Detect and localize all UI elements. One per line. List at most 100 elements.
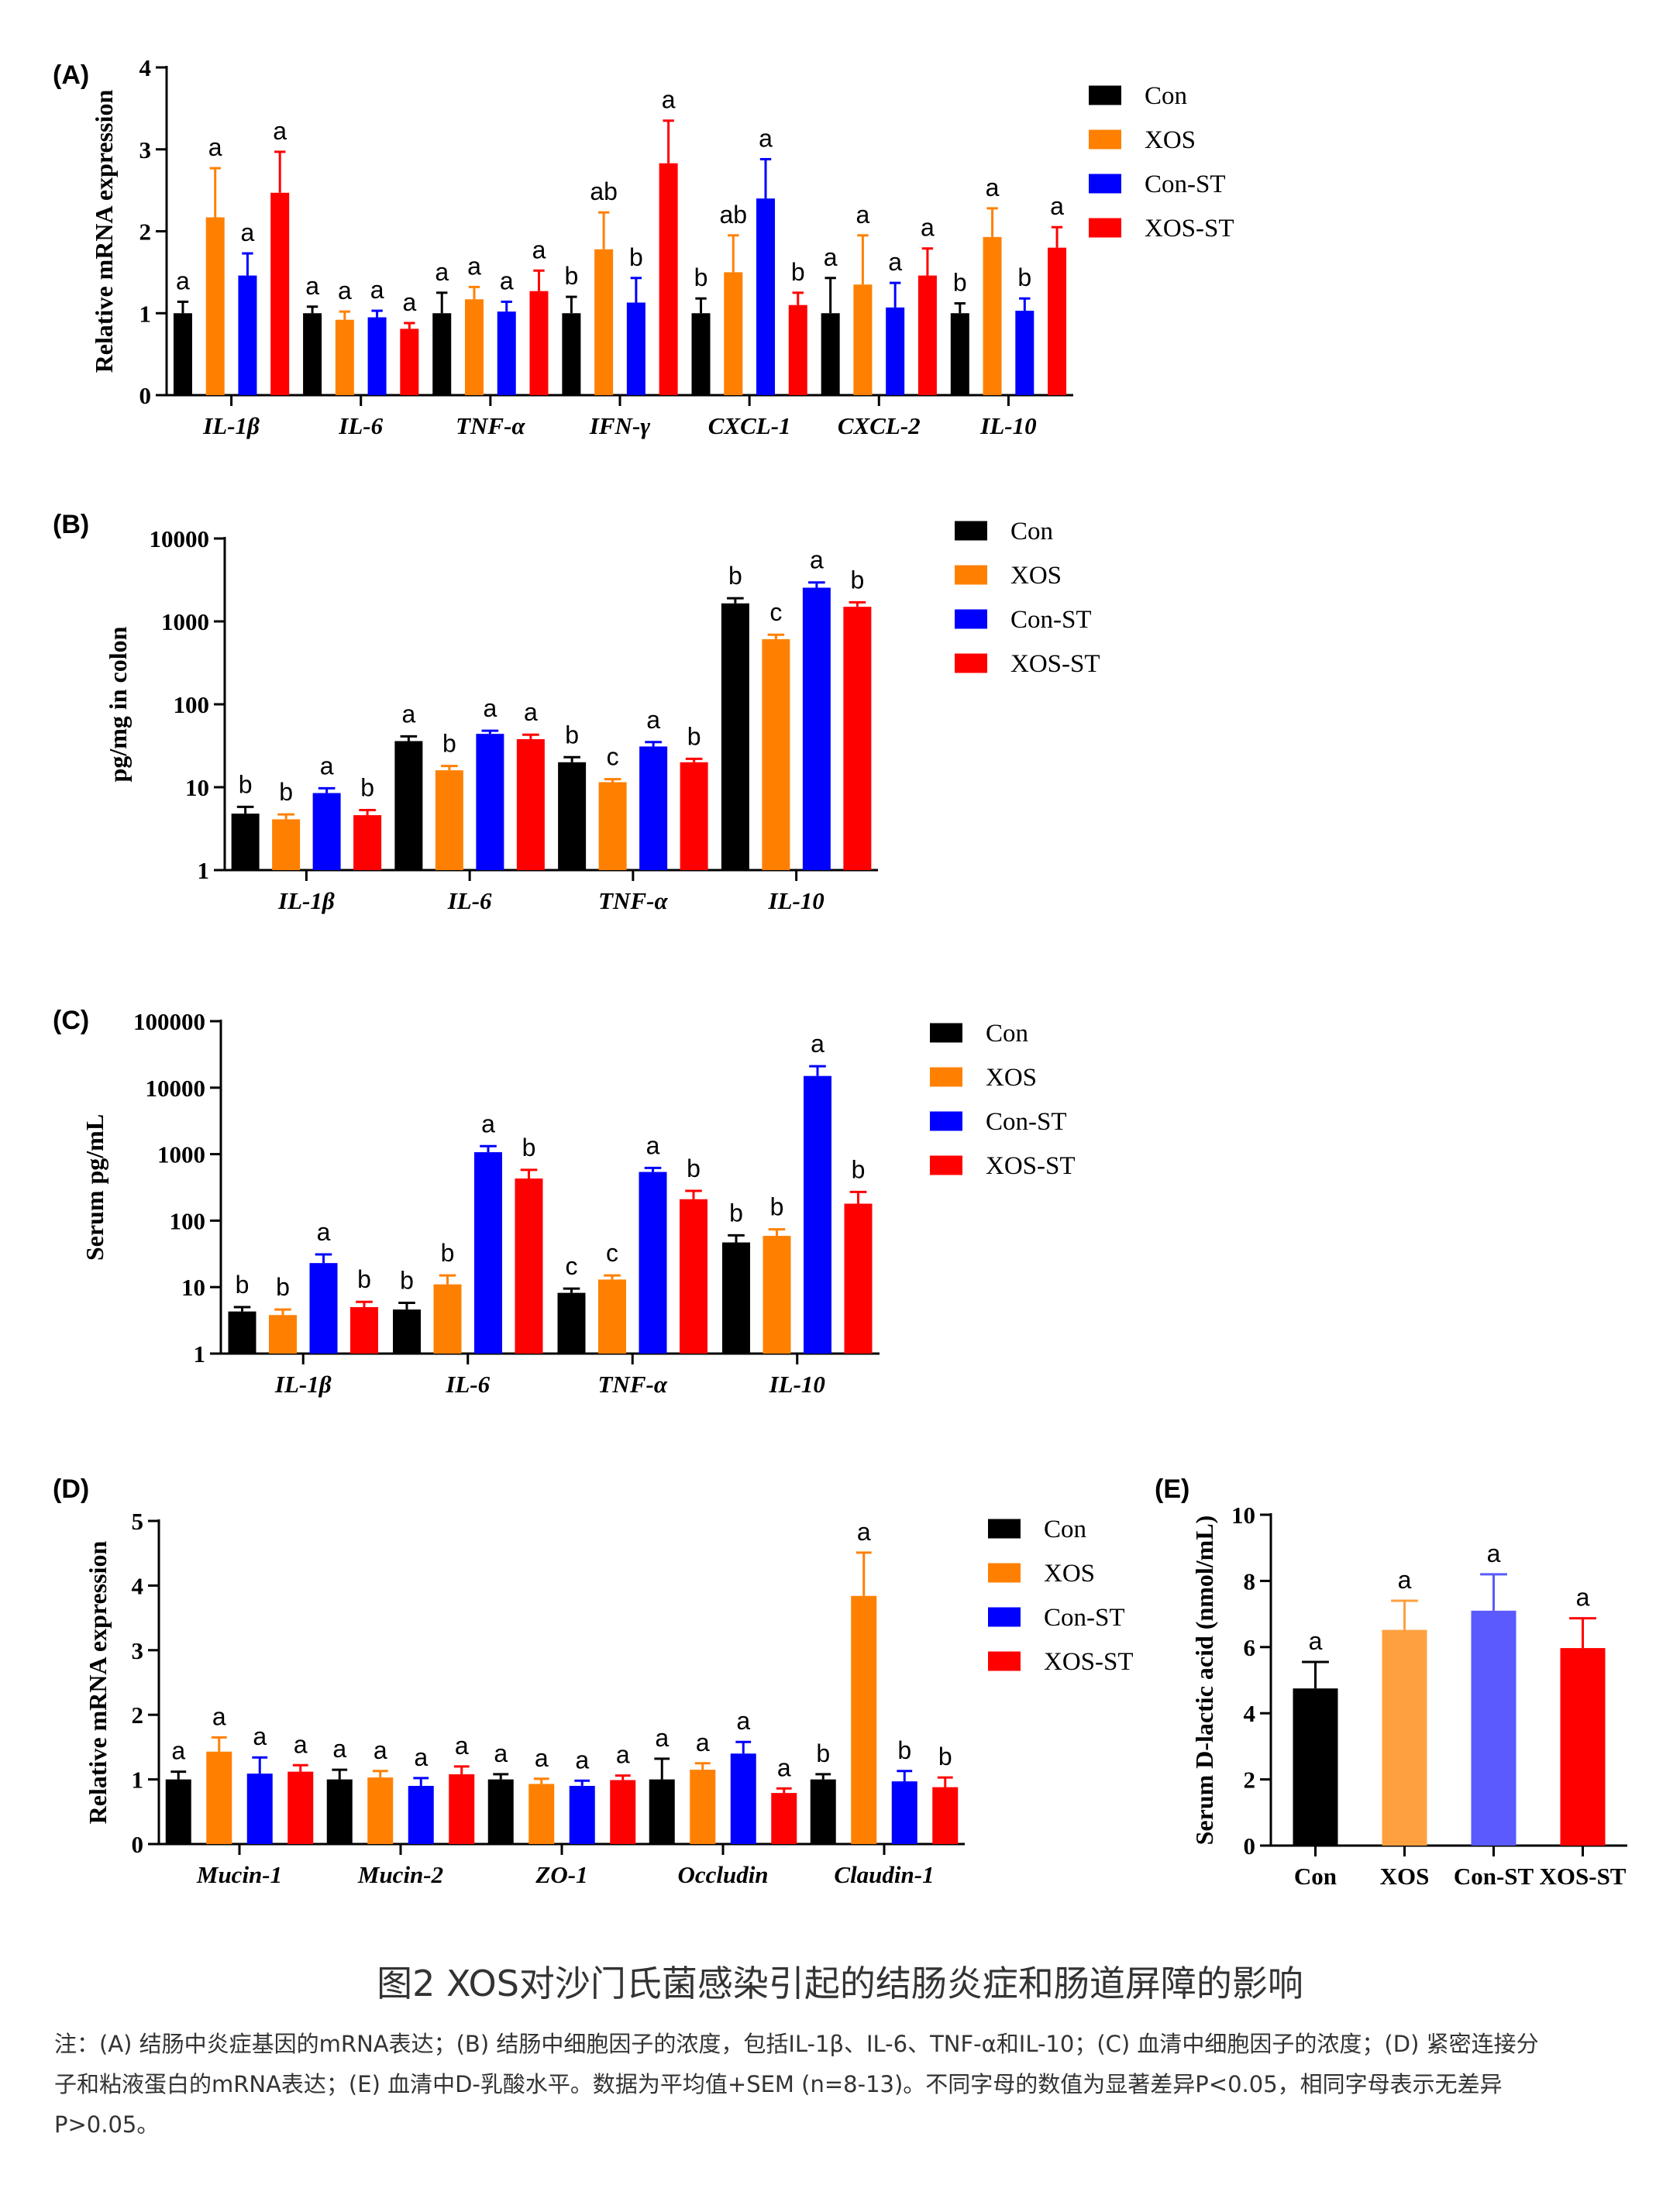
bar-a-con-st-letter: a [888,248,902,276]
bar-b-xos-letter: b [279,778,293,806]
y-tick-label-e: 2 [1244,1767,1256,1794]
bar-d-con-st [569,1785,595,1844]
bar-c-con [393,1309,421,1354]
bar-d-xos [367,1777,394,1844]
bar-d-con [649,1779,675,1844]
bar-c-xos [763,1236,791,1354]
bar-a-xos-letter: ab [719,201,747,229]
bar-c-con [557,1292,586,1354]
bar-d-con [487,1779,514,1844]
bar-a-xos-st-letter: b [791,258,805,286]
bar-a-xos-st-letter: a [1050,192,1064,220]
bar-a-con-letter: b [953,269,967,297]
x-tick-label-e: Con-ST [1454,1863,1534,1890]
bar-a-con-letter: a [824,243,838,271]
x-tick-label-e: XOS-ST [1540,1863,1627,1890]
y-axis-title-e: Serum D-lactic acid (nmol/mL) [1190,1516,1218,1846]
bar-b-con-st [639,746,668,870]
bar-e-con-st-letter: a [1487,1540,1501,1567]
bar-b-con-st-letter: a [810,546,824,574]
bar-a-con-st-letter: a [500,267,514,294]
bar-d-xos-st-letter: a [294,1730,308,1758]
legend-label-d: Con-ST [1044,1604,1125,1632]
legend-swatch-c [930,1155,962,1175]
bar-d-xos [206,1751,232,1844]
bar-a-con-st-letter: b [629,243,643,271]
bar-d-con-st-letter: a [253,1722,267,1750]
legend-swatch-c [930,1111,962,1131]
legend-label-b: XOS-ST [1010,650,1100,678]
bar-b-con [394,741,423,870]
bar-a-con-letter: a [305,272,319,300]
bar-a-xos-letter: a [338,277,352,304]
bar-d-xos-letter: a [696,1729,710,1756]
y-tick-label-a: 2 [139,218,152,246]
bar-d-con-st-letter: a [575,1746,589,1774]
x-tick-label-b: IL-1β [277,887,335,914]
bar-a-con-st [1015,311,1035,395]
x-tick-label-b: TNF-α [598,887,668,914]
bar-d-con-letter: a [655,1724,669,1752]
bar-d-xos [851,1595,877,1844]
figure-title: 图2 XOS对沙门氏菌感染引起的结肠炎症和肠道屏障的影响 [377,1963,1303,2004]
bar-a-xos-st [917,275,937,395]
bar-b-con-st [802,587,831,870]
legend-label-c: XOS-ST [986,1152,1076,1180]
bar-d-con [165,1779,191,1844]
legend-swatch-a [1089,174,1121,194]
bar-d-con-letter: a [171,1737,185,1765]
bar-c-xos-st [680,1199,707,1354]
bar-a-xos-st [529,291,549,395]
bar-a-con [303,313,322,395]
y-tick-label-d: 2 [132,1701,144,1729]
bar-d-xos-st [610,1780,636,1844]
panel-label-c: (C) [53,1006,89,1035]
bar-a-xos-st-letter: a [662,86,676,114]
bar-a-xos [205,217,225,395]
bar-b-con [558,762,587,870]
bar-a-con-st-letter: b [1017,263,1031,291]
bar-c-xos-st-letter: b [852,1155,866,1183]
bar-a-xos-st [1048,247,1067,395]
bar-b-xos-letter: c [769,598,782,626]
panel-label-e: (E) [1155,1474,1189,1504]
bar-b-con-st-letter: a [320,752,334,779]
y-axis-title-a: Relative mRNA expression [90,90,118,373]
bar-e-con-st [1471,1610,1516,1846]
bar-b-con-st [476,734,504,870]
x-tick-label-b: IL-6 [447,887,492,914]
x-tick-label-a: CXCL-1 [708,412,791,439]
bar-c-xos-st-letter: b [522,1134,536,1161]
bar-a-con [950,313,969,395]
panel-label-d: (D) [53,1474,89,1504]
bar-c-con-letter: c [566,1252,578,1280]
bar-b-xos-st [843,607,872,870]
y-tick-label-b: 100 [174,691,210,718]
bar-b-xos [762,638,790,870]
bar-c-xos-st [844,1203,873,1354]
legend-swatch-a [1089,85,1121,105]
x-tick-label-a: TNF-α [456,412,525,439]
bar-b-con-st-letter: a [483,694,497,722]
bar-b-con-letter: b [565,721,579,748]
bar-a-xos-st [788,304,807,395]
bar-a-xos [594,249,614,395]
bar-c-xos [433,1284,462,1354]
bar-a-xos-st [270,192,290,396]
bar-e-con-letter: a [1309,1627,1323,1655]
panel-b: (B) 1 10 100 1000 10000 pg/mg in colon IL-1β IL-… [53,510,1100,914]
bar-d-xos-letter: a [212,1702,226,1730]
bar-d-xos-st-letter: b [938,1743,952,1770]
x-tick-label-a: IFN-γ [589,412,650,439]
bar-c-con-letter: b [400,1266,414,1294]
y-tick-label-a: 4 [139,54,152,81]
bar-d-con-st [408,1785,434,1844]
bar-c-con-st-letter: a [811,1030,825,1058]
bar-b-xos-letter: c [607,743,619,771]
bar-a-xos-st-letter: a [532,236,546,263]
legend-label-d: XOS-ST [1044,1648,1134,1676]
x-tick-label-c: IL-1β [274,1371,332,1398]
x-tick-label-d: Mucin-1 [196,1861,282,1888]
bar-e-xos-st-letter: a [1576,1584,1590,1612]
bar-c-xos-st-letter: b [357,1265,371,1293]
